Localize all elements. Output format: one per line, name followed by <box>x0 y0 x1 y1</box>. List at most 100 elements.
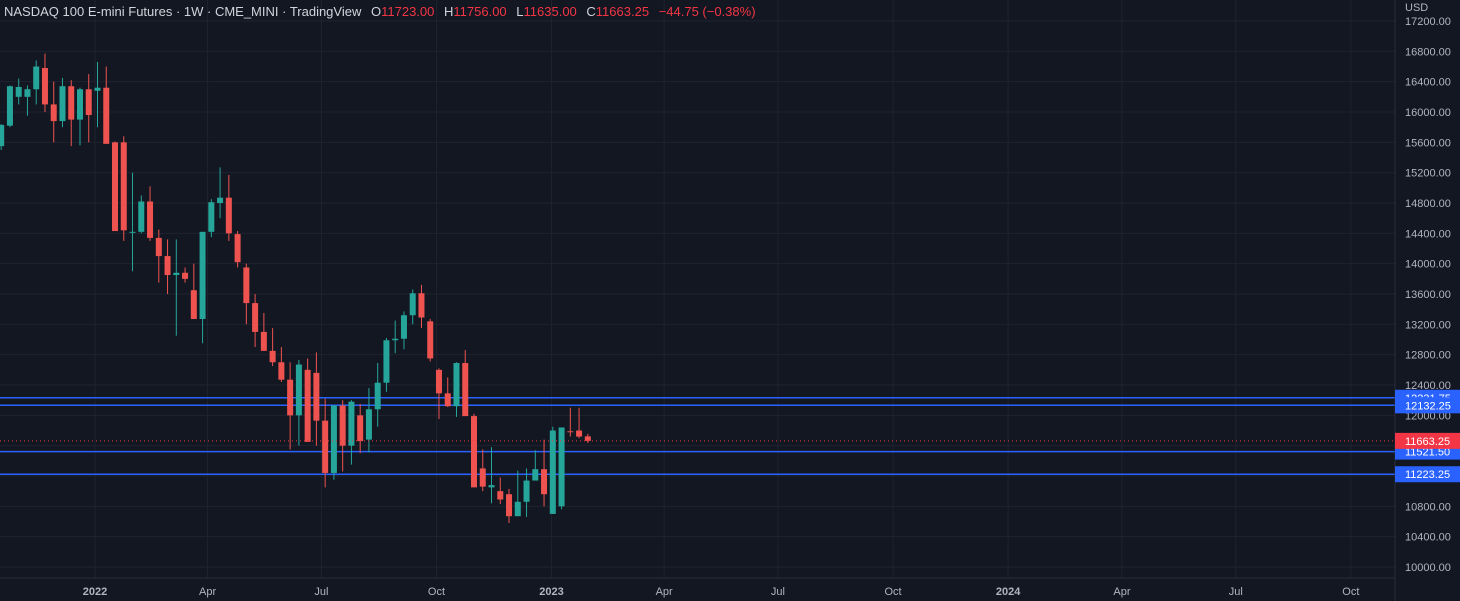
open-label: O <box>370 4 382 19</box>
candle <box>435 368 442 420</box>
candle <box>506 488 513 524</box>
candle-body <box>313 372 320 421</box>
candle-body <box>339 405 346 446</box>
candle-body <box>252 303 259 332</box>
candle-body <box>50 104 57 122</box>
x-tick-label: Apr <box>199 586 216 598</box>
time-axis[interactable]: 2022 Apr Jul Oct 2023 Apr Jul Oct 2024 Apr Jul Oct <box>0 577 1395 598</box>
candle <box>479 449 486 492</box>
horizontal-levels[interactable] <box>0 397 1395 475</box>
candle <box>471 413 478 488</box>
candle <box>138 195 145 234</box>
low-value: 11635.00 <box>523 4 577 19</box>
candle <box>392 320 399 354</box>
grid <box>0 0 1395 578</box>
candle-body <box>287 379 294 416</box>
candle-body <box>576 430 583 437</box>
x-tick-label: Jul <box>771 586 785 598</box>
candle-body <box>514 501 521 517</box>
y-tick-label: 14400.00 <box>1405 228 1451 240</box>
y-tick-label: 16000.00 <box>1405 107 1451 119</box>
candle <box>523 468 530 517</box>
candle <box>260 312 267 351</box>
symbol-title[interactable]: NASDAQ 100 E-mini Futures · 1W · CME_MIN… <box>4 4 362 19</box>
candle-body <box>304 369 311 442</box>
last-price-tag-label: 11663.25 <box>1405 436 1450 448</box>
candle <box>365 388 372 453</box>
x-tick-label: Oct <box>1342 586 1359 598</box>
candle-body <box>94 87 101 91</box>
candle-body <box>418 293 425 318</box>
candle <box>103 66 110 144</box>
candle-body <box>365 409 372 440</box>
candle-body <box>33 66 40 90</box>
candle-body <box>85 89 92 116</box>
y-tick-label: 10800.00 <box>1405 501 1451 513</box>
candle-body <box>497 491 504 500</box>
high-label: H <box>444 4 454 19</box>
candle <box>488 447 495 504</box>
candle-body <box>295 364 302 416</box>
candle <box>33 60 40 105</box>
candle-body <box>348 401 355 446</box>
x-tick-label: 2024 <box>996 586 1021 598</box>
candle-body <box>549 430 556 514</box>
candle <box>287 362 294 450</box>
candle-body <box>76 89 83 120</box>
candle-body <box>103 87 110 144</box>
y-tick-label: 12400.00 <box>1405 380 1451 392</box>
candle <box>313 352 320 446</box>
x-tick-label: Jul <box>314 586 328 598</box>
candle-body <box>462 363 469 417</box>
candle-body <box>217 197 224 203</box>
last-price-tag <box>1395 432 1460 449</box>
candle <box>269 328 276 367</box>
candle-body <box>322 420 329 473</box>
candle-body <box>479 468 486 487</box>
candle <box>400 311 407 350</box>
candle-body <box>506 494 513 517</box>
candle-body <box>199 231 206 320</box>
candle <box>558 427 565 510</box>
candle-body <box>164 256 171 276</box>
candle-body <box>208 202 215 232</box>
level-tag-label: 12132.25 <box>1405 400 1451 412</box>
candle-body <box>383 340 390 383</box>
candle <box>94 61 101 128</box>
y-tick-label: 12000.00 <box>1405 410 1451 422</box>
candle-body <box>435 369 442 394</box>
candle-body <box>558 427 565 507</box>
candle <box>549 426 556 514</box>
candle <box>418 284 425 329</box>
candle-body <box>330 405 337 473</box>
candle-body <box>374 382 381 410</box>
y-tick-label: 14000.00 <box>1405 259 1451 271</box>
candle <box>129 172 136 272</box>
candle <box>383 337 390 392</box>
candle <box>112 141 119 232</box>
candle <box>453 362 460 417</box>
price-axis[interactable]: 10000.0010400.0010800.0011200.0011600.00… <box>1394 0 1460 601</box>
candle <box>409 289 416 325</box>
candle-body <box>234 234 241 263</box>
y-tick-label: 15600.00 <box>1405 137 1451 149</box>
close-label: C <box>586 4 596 19</box>
candle <box>24 85 31 116</box>
candle <box>147 186 154 241</box>
candle-body <box>68 86 75 120</box>
candle-body <box>147 201 154 238</box>
candle-body <box>59 86 66 122</box>
x-tick-label: 2023 <box>539 586 563 598</box>
candle-body <box>453 363 460 407</box>
candle-body <box>112 142 119 232</box>
candle <box>155 229 162 283</box>
candle <box>427 319 434 362</box>
candle-body <box>120 142 127 231</box>
close-value: 11663.25 <box>595 4 650 19</box>
candle <box>374 363 381 427</box>
candle-body <box>190 290 197 320</box>
level-tag <box>1395 397 1460 414</box>
candle <box>6 85 13 128</box>
